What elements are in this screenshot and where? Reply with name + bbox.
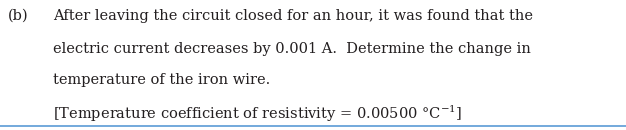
Text: temperature of the iron wire.: temperature of the iron wire.: [53, 73, 270, 87]
Text: (b): (b): [8, 9, 29, 23]
Text: electric current decreases by 0.001 A.  Determine the change in: electric current decreases by 0.001 A. D…: [53, 42, 531, 56]
Text: [Temperature coefficient of resistivity = 0.00500 $\mathregular{°C^{-1}}$]: [Temperature coefficient of resistivity …: [53, 104, 462, 124]
Text: After leaving the circuit closed for an hour, it was found that the: After leaving the circuit closed for an …: [53, 9, 533, 23]
